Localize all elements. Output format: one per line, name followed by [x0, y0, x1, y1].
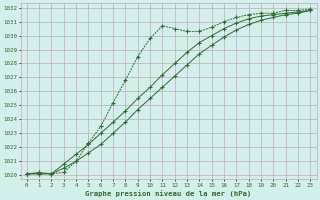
X-axis label: Graphe pression niveau de la mer (hPa): Graphe pression niveau de la mer (hPa)	[85, 190, 252, 197]
